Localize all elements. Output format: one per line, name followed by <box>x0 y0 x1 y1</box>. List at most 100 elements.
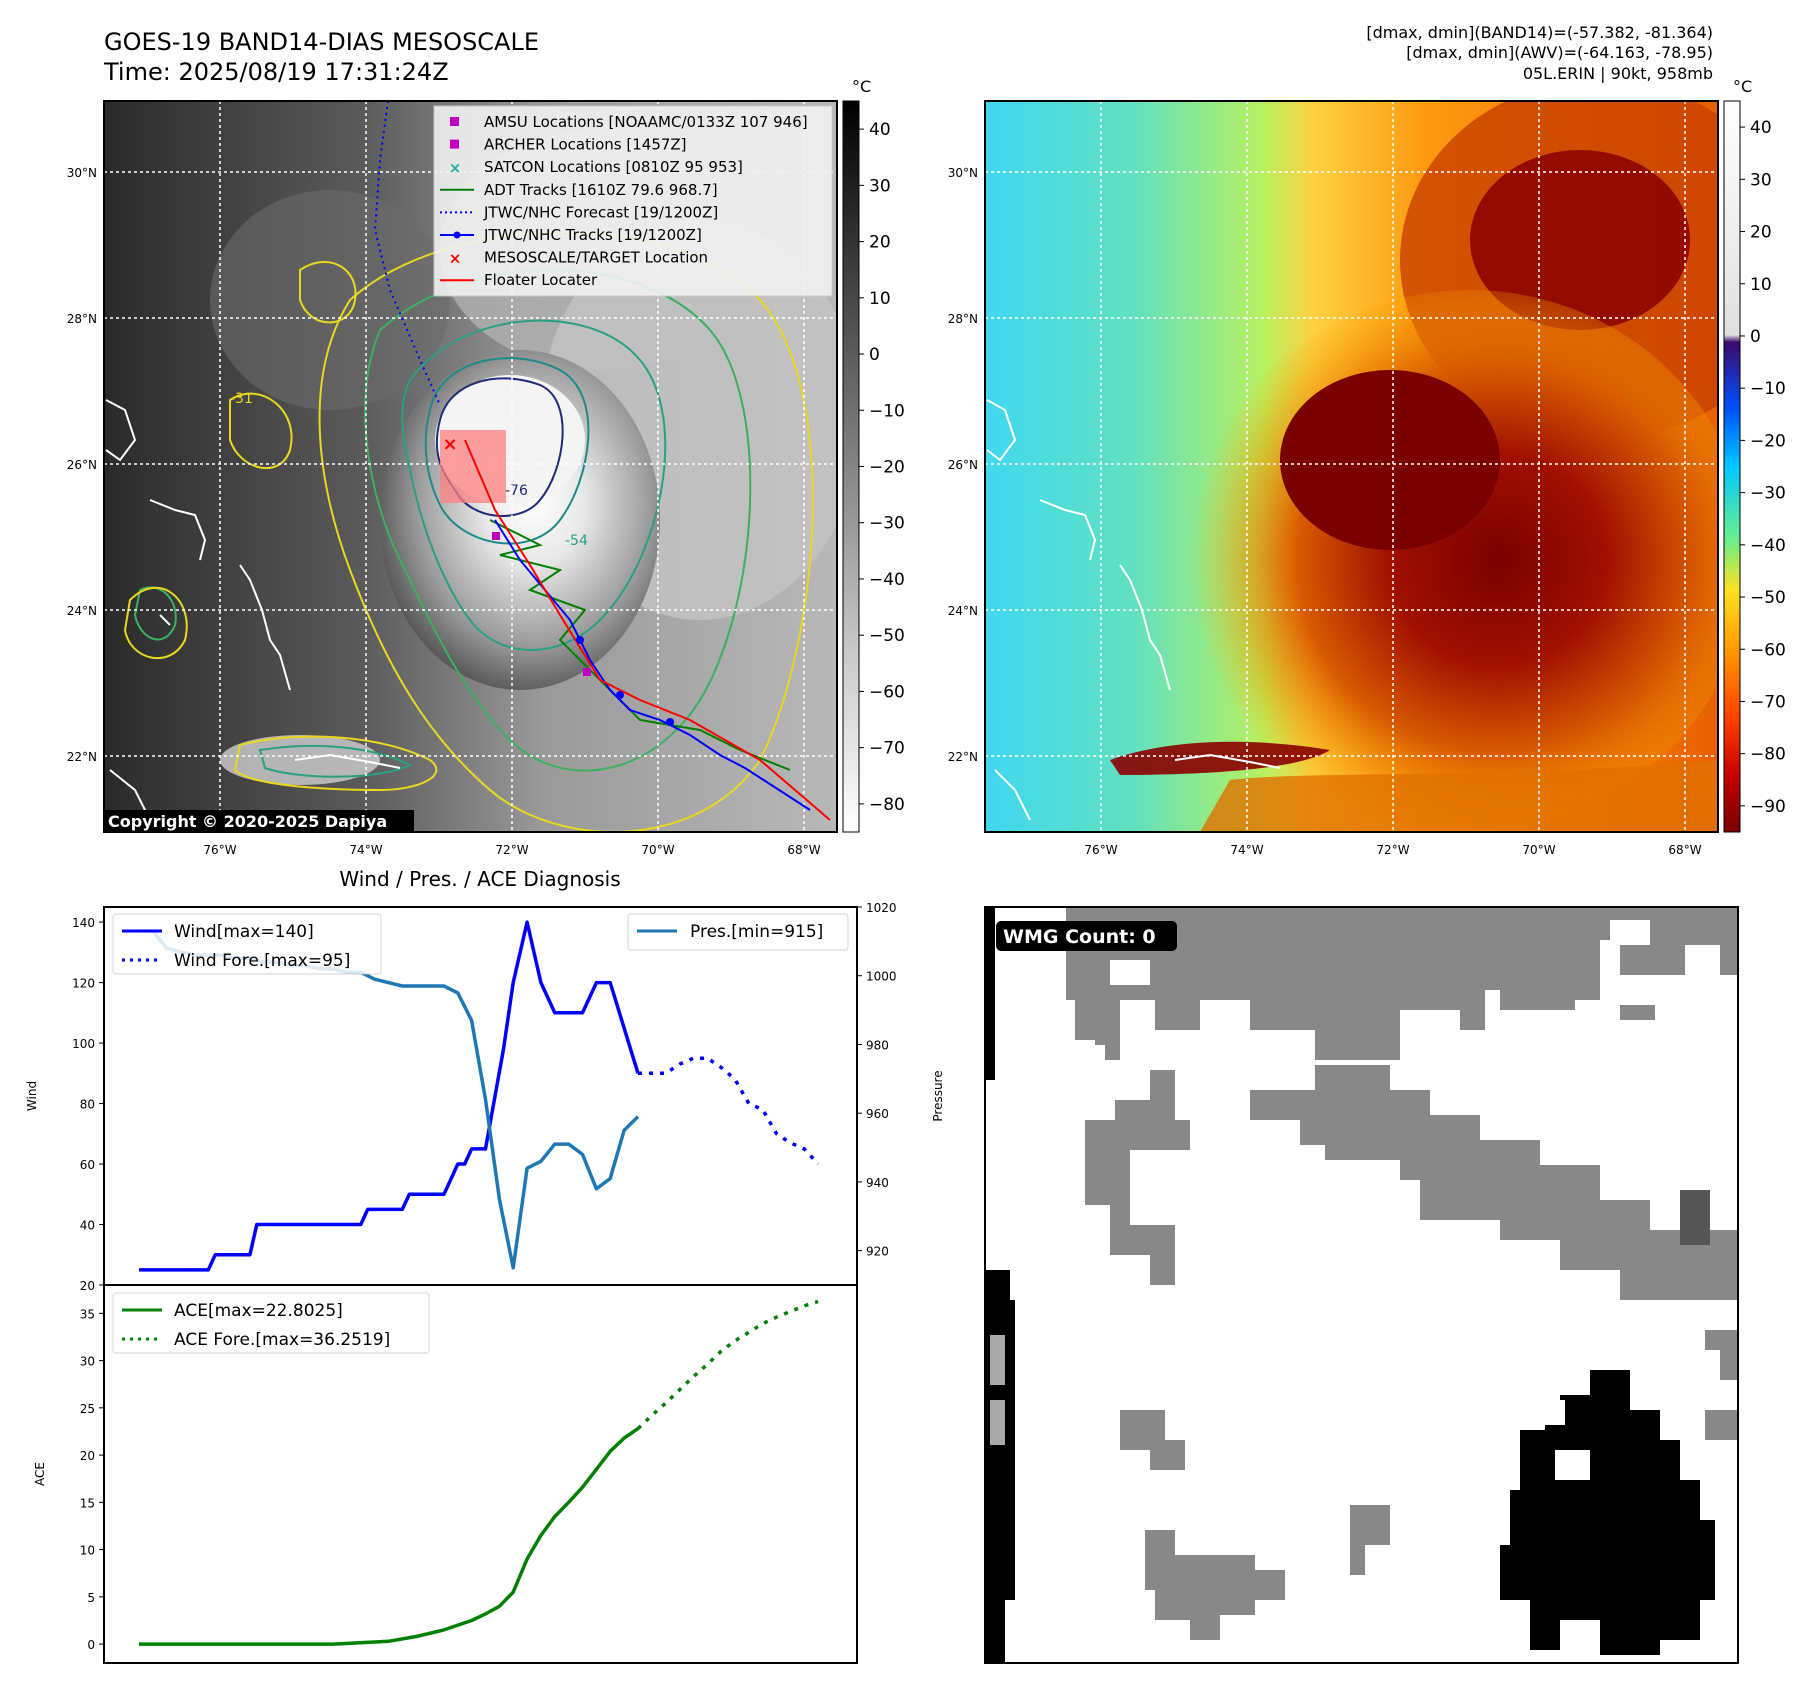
jtwc-forecast-track <box>373 101 441 406</box>
y-tick-label: 0 <box>87 1638 95 1652</box>
diagnosis-title: Wind / Pres. / ACE Diagnosis <box>339 867 620 891</box>
pres-legend: Pres.[min=915] <box>627 913 849 951</box>
colorbar-tick-label: 0 <box>869 345 880 365</box>
latitude-label: 28°N <box>948 312 978 326</box>
series-line-wind-fore <box>638 1056 820 1166</box>
floater-locater-track <box>464 439 831 821</box>
legend-item: JTWC/NHC Tracks [19/1200Z] <box>440 226 702 244</box>
ace-legend-box <box>112 1292 430 1354</box>
colorbar-tick-label: −30 <box>1750 484 1786 504</box>
header: GOES-19 BAND14-DIAS MESOSCALE Time: 2025… <box>103 23 1713 86</box>
y-tick-label: 100 <box>72 1037 95 1051</box>
legend-item: AMSU Locations [NOAAMC/0133Z 107 946] <box>450 113 808 131</box>
colorbar-tick-label: −70 <box>1750 692 1786 712</box>
track-markers: × <box>442 434 674 726</box>
longitude-label: 68°W <box>1668 843 1701 857</box>
colorbar-tick-label: −50 <box>1750 588 1786 608</box>
title-line-1: GOES-19 BAND14-DIAS MESOSCALE <box>104 28 539 56</box>
colorbar-tick-label: 30 <box>869 176 891 196</box>
y-tick-label: 20 <box>80 1279 95 1293</box>
left-colorbar-unit: °C <box>852 77 871 96</box>
colorbar-tick-label: −40 <box>1750 536 1786 556</box>
y-tick-label: 20 <box>80 1449 95 1463</box>
wmg-black-region <box>985 907 1715 1663</box>
longitude-label: 74°W <box>349 843 382 857</box>
wind-legend-label: Wind[max=140] <box>174 922 314 942</box>
legend-item: ARCHER Locations [1457Z] <box>450 136 687 154</box>
legend-item: × SATCON Locations [0810Z 95 953] <box>449 158 743 177</box>
y-tick-label: 60 <box>80 1158 95 1172</box>
legend-box <box>433 105 833 297</box>
y-tick-label: 1020 <box>866 901 897 915</box>
colorbar-tick-label: −40 <box>869 570 905 590</box>
y-tick-label: 120 <box>72 977 95 991</box>
pres-legend-label: Pres.[min=915] <box>690 922 823 942</box>
ace-axes-frame <box>103 1284 858 1664</box>
colorbar-tick-label: −30 <box>869 514 905 534</box>
colorbar-tick-label: −60 <box>869 682 905 702</box>
legend-label: ADT Tracks [1610Z 79.6 968.7] <box>484 181 718 199</box>
colorbar-tick-label: −60 <box>1750 640 1786 660</box>
colorbar-tick-label: −20 <box>1750 431 1786 451</box>
colorbar-tick-label: −20 <box>869 458 905 478</box>
legend-item: × MESOSCALE/TARGET Location <box>449 249 708 268</box>
y-tick-label: 15 <box>80 1496 95 1510</box>
colorbar-tick-label: 20 <box>869 233 891 253</box>
wmg-gray-strip <box>990 1335 1005 1385</box>
left-colorbar: °C 40 30 20 10 0 −10 −20 −30 −40 −50 −60 −70 −80 <box>842 77 905 833</box>
longitude-label: 72°W <box>1376 843 1409 857</box>
left-map-frame <box>103 100 838 833</box>
right-map-panel: °C 403020100−10−20−30−40−50−60−70−80−90 … <box>948 77 1786 857</box>
info-line-2: [dmax, dmin](AWV)=(-64.163, -78.95) <box>1406 43 1713 62</box>
legend-label: SATCON Locations [0810Z 95 953] <box>484 158 743 176</box>
colorbar-tick-label: −70 <box>869 739 905 759</box>
longitude-label: 76°W <box>203 843 236 857</box>
right-coastlines <box>986 399 1281 821</box>
legend-label: AMSU Locations [NOAAMC/0133Z 107 946] <box>484 113 808 131</box>
y-tick-label: 980 <box>866 1038 889 1052</box>
colorbar-tick-label: 30 <box>1750 170 1772 190</box>
series-line-wind <box>139 920 640 1272</box>
copyright-box <box>104 810 414 832</box>
diagnosis-panel: Wind / Pres. / ACE Diagnosis Wind Pressu… <box>25 867 945 1664</box>
right-colorbar-bar <box>1723 100 1741 833</box>
pres-legend-box <box>627 913 849 951</box>
colorbar-tick-label: −80 <box>1750 745 1786 765</box>
legend-x-marker: × <box>449 250 462 268</box>
colorbar-tick-label: 40 <box>1750 118 1772 138</box>
colorbar-tick-label: 10 <box>1750 275 1772 295</box>
y-tick-label: 1000 <box>866 970 897 984</box>
jtwc-track-point <box>666 718 674 726</box>
wmg-frame <box>984 906 1739 1664</box>
info-line-1: [dmax, dmin](BAND14)=(-57.382, -81.364) <box>1366 23 1713 42</box>
amsu-location <box>583 668 591 676</box>
colorbar-tick-label: 0 <box>1750 327 1761 347</box>
wmg-white-holes <box>1085 920 1720 1060</box>
y-tick-label: 35 <box>80 1307 95 1321</box>
y-tick-label: 25 <box>80 1402 95 1416</box>
legend-item: ADT Tracks [1610Z 79.6 968.7] <box>440 181 718 199</box>
y-tick-label: 40 <box>80 1219 95 1233</box>
longitude-label: 68°W <box>787 843 820 857</box>
ace-fore-legend-label: ACE Fore.[max=36.2519] <box>174 1330 390 1350</box>
legend-square-marker <box>450 117 459 126</box>
right-colorbar-unit: °C <box>1733 77 1752 96</box>
jtwc-track-point <box>616 691 624 699</box>
contour-label-31: -31 <box>230 391 253 407</box>
y-tick-label: 960 <box>866 1107 889 1121</box>
wmg-gray-region <box>1066 907 1738 1640</box>
y-tick-label: 80 <box>80 1098 95 1112</box>
latitude-label: 22°N <box>948 750 978 764</box>
right-gridlines <box>985 101 1718 832</box>
longitude-label: 74°W <box>1230 843 1263 857</box>
wind-fore-legend-label: Wind Fore.[max=95] <box>174 951 350 971</box>
jtwc-track <box>494 519 811 811</box>
longitude-label: 76°W <box>1084 843 1117 857</box>
colorbar-tick-label: 10 <box>869 289 891 309</box>
mesoscale-target-marker: × <box>442 434 457 455</box>
right-colorbar: °C 40 30 20 10 0 −10 −20 −30 −40 −50 −60 −70 −80 −90 <box>1723 77 1786 833</box>
copyright-text: Copyright © 2020-2025 Dapiya <box>108 812 387 831</box>
series-line-pres <box>139 929 640 1270</box>
legend-square-marker <box>450 139 459 149</box>
